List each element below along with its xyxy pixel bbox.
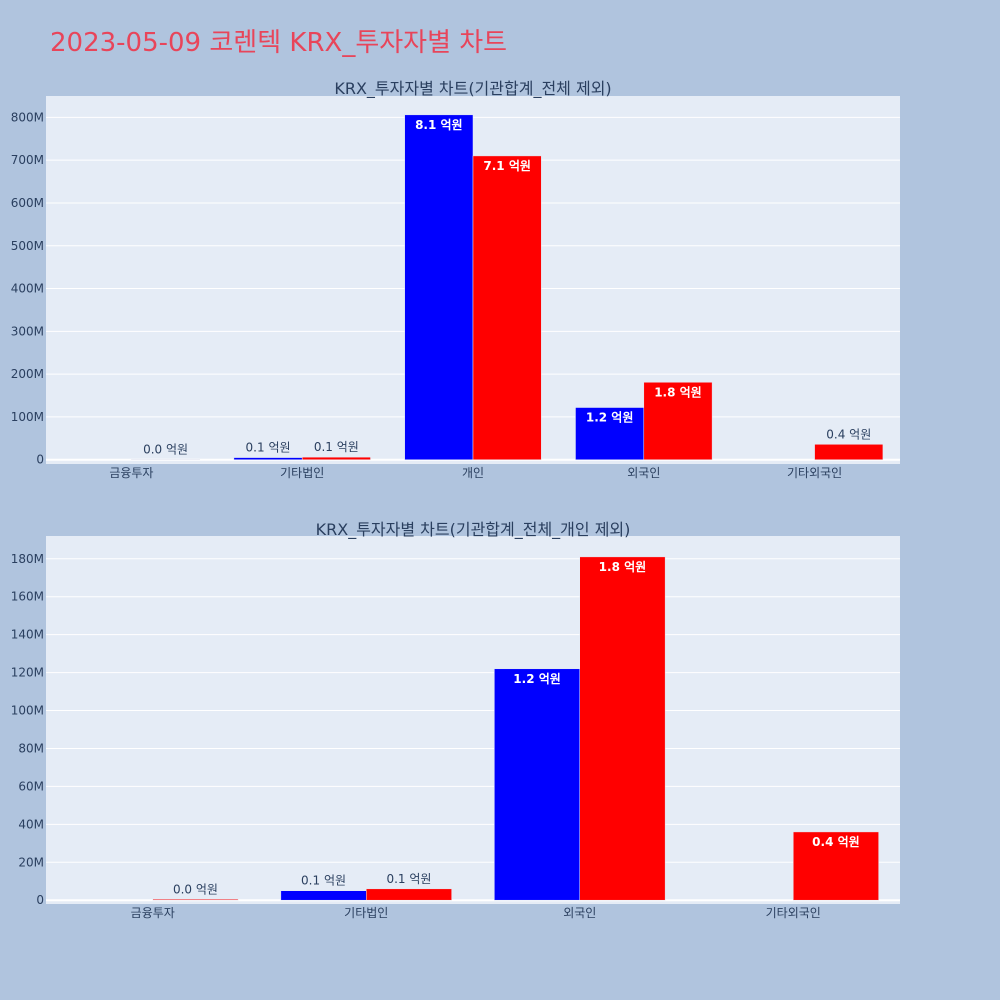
data-label: 0.1 억원 xyxy=(314,440,359,454)
bar xyxy=(233,457,303,460)
y-tick-label: 140M xyxy=(11,628,44,642)
x-tick-label: 외국인 xyxy=(563,906,596,920)
x-tick-label: 기타외국인 xyxy=(787,466,842,480)
data-label: 1.8 억원 xyxy=(654,385,702,399)
bar xyxy=(301,456,371,460)
plot-area xyxy=(46,536,900,904)
y-tick-label: 600M xyxy=(11,196,44,210)
data-label: 0.1 억원 xyxy=(386,872,431,886)
y-tick-label: 0 xyxy=(36,453,44,467)
x-tick-label: 개인 xyxy=(462,466,484,480)
x-tick-label: 기타외국인 xyxy=(766,906,821,920)
data-label: 0.1 억원 xyxy=(246,441,291,455)
bar xyxy=(579,556,666,901)
bar xyxy=(643,382,713,460)
y-tick-label: 200M xyxy=(11,367,44,381)
y-tick-label: 60M xyxy=(18,779,44,793)
chart-1: 0 100M 200M 300M 400M 500M 600M 700M 800M KRX_투자자… xyxy=(11,79,900,480)
bar xyxy=(366,888,452,901)
y-tick-label: 0 xyxy=(36,893,44,907)
x-tick-label: 외국인 xyxy=(627,466,660,480)
data-label: 0.0 억원 xyxy=(143,443,188,457)
data-label: 1.2 억원 xyxy=(513,672,561,686)
y-tick-label: 120M xyxy=(11,666,44,680)
bar xyxy=(575,407,645,460)
y-tick-label: 40M xyxy=(18,817,44,831)
y-tick-label: 800M xyxy=(11,110,44,124)
y-tick-label: 180M xyxy=(11,552,44,566)
y-tick-label: 80M xyxy=(18,741,44,755)
page-title: 2023-05-09 코렌텍 KRX_투자자별 차트 xyxy=(50,28,508,58)
x-tick-label: 기타법인 xyxy=(344,906,388,920)
bar xyxy=(472,155,542,460)
data-label: 0.1 억원 xyxy=(301,874,346,888)
x-tick-label: 금융투자 xyxy=(109,466,153,480)
data-label: 1.2 억원 xyxy=(586,411,634,425)
y-tick-label: 100M xyxy=(11,704,44,718)
data-label: 0.4 억원 xyxy=(826,427,871,441)
bar xyxy=(793,831,879,901)
y-tick-label: 20M xyxy=(18,855,44,869)
y-tick-label: 100M xyxy=(11,410,44,424)
y-tick-label: 500M xyxy=(11,239,44,253)
y-tick-label: 400M xyxy=(11,282,44,296)
y-tick-label: 160M xyxy=(11,590,44,604)
data-label: 0.4 억원 xyxy=(812,835,860,849)
y-tick-label: 300M xyxy=(11,324,44,338)
bar xyxy=(494,668,581,901)
bar xyxy=(152,899,239,901)
bar xyxy=(814,444,884,460)
data-label: 8.1 억원 xyxy=(415,118,463,132)
chart-2: 0 20M 40M 60M 80M 100M 120M 140M 160M 180M KRX_투자자… xyxy=(11,520,900,920)
data-label: 1.8 억원 xyxy=(599,560,647,574)
chart-title: KRX_투자자별 차트(기관합계_전체 제외) xyxy=(334,79,611,99)
x-tick-label: 기타법인 xyxy=(280,466,324,480)
chart-title: KRX_투자자별 차트(기관합계_전체_개인 제외) xyxy=(316,520,631,540)
data-label: 7.1 억원 xyxy=(483,159,531,173)
bar xyxy=(404,114,474,460)
data-label: 0.0 억원 xyxy=(173,882,218,896)
bar xyxy=(280,890,367,901)
y-tick-label: 700M xyxy=(11,153,44,167)
x-tick-label: 금융투자 xyxy=(131,906,175,920)
